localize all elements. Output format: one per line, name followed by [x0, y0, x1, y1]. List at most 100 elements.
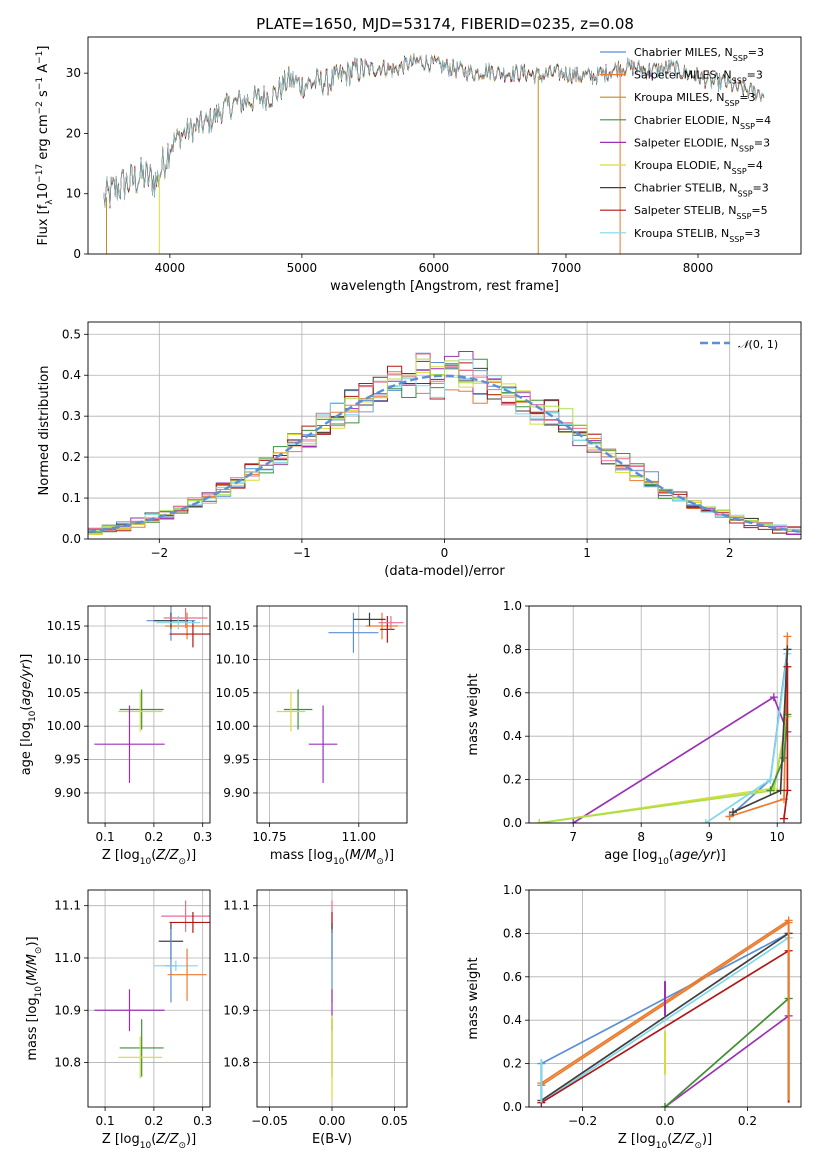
y-tick-label: 10.8: [54, 1056, 81, 1070]
axes-frame: [256, 889, 408, 1108]
label-part: −1: [35, 51, 45, 64]
label-part: 10: [140, 857, 152, 867]
panel-mass-vs-z: 0.1 0.2 0.310.810.911.011.1Z [log10(Z/Z⊙)]…: [25, 889, 212, 1151]
y-tick-label: 9.95: [54, 753, 81, 767]
x-tick-label: 0.2: [144, 1114, 163, 1128]
y-tick-label: 10.10: [216, 652, 250, 666]
y-tick-label: 11.1: [223, 899, 250, 913]
axes-frame: [87, 36, 802, 255]
label-part: (: [669, 848, 674, 863]
label-part: Z/Z: [155, 848, 179, 863]
y-axis-label: age [log10(age/yr)]: [19, 654, 38, 776]
axes-frame: [528, 605, 802, 824]
axes-frame: [87, 321, 802, 540]
label-part: Chabrier ELODIE, N: [634, 114, 740, 127]
axes-frame: [528, 889, 802, 1108]
label-part: =3: [753, 182, 769, 195]
label-part: =3: [754, 136, 770, 149]
label-part: Salpeter MILES, N: [634, 69, 732, 82]
label-part: Z/Z: [671, 1132, 695, 1147]
label-part: Salpeter ELODIE, N: [634, 136, 739, 149]
y-tick-label: 11.0: [223, 951, 250, 965]
panel-mass-weight-vs-z: −0.2 0.0 0.2 0.0 0.2 0.4 0.6 0.8 1.0 Z [log10(Z/Z…: [466, 883, 802, 1151]
label-part: SSP: [738, 189, 753, 198]
y-tick-label: 9.90: [223, 786, 250, 800]
label-part: )]: [25, 936, 40, 946]
label-part: Kroupa MILES, N: [634, 91, 724, 104]
y-tick-label: 0.8: [503, 926, 522, 940]
plot-area: [276, 612, 404, 783]
gaussian-curve: [88, 374, 801, 533]
y-tick-label: 11.0: [54, 951, 81, 965]
y-tick-label: 0.2: [503, 1057, 522, 1071]
label-part: age [log: [604, 848, 657, 863]
y-tick-label: 0.0: [503, 816, 522, 830]
x-tick-label: 2: [726, 546, 734, 560]
y-axis-label: Normed distribution: [37, 366, 52, 496]
x-tick-label: 0.05: [381, 1114, 408, 1128]
x-tick-label: 0.1: [96, 1114, 115, 1128]
x-tick-label: 0.00: [319, 1114, 346, 1128]
series-line: [540, 936, 790, 1104]
label-part: )]: [186, 848, 196, 863]
label-part: =4: [755, 114, 771, 127]
x-axis-label: Z [log10(Z/Z⊙)]: [102, 848, 196, 867]
series-line: [539, 716, 789, 823]
series-line: [664, 1015, 790, 1107]
label-part: age/yr: [19, 662, 34, 705]
x-tick-label: 0.0: [655, 1114, 674, 1128]
label-part: −2: [35, 101, 45, 114]
y-tick-label: 9.90: [54, 786, 81, 800]
y-tick-label: 0.6: [503, 686, 522, 700]
plot-area: [535, 632, 792, 823]
x-tick-label: 0.1: [96, 830, 115, 844]
label-part: )]: [19, 654, 34, 664]
label-part: mass [log: [270, 848, 333, 863]
label-part: =3: [747, 69, 763, 82]
legend-label: Salpeter ELODIE, NSSP=3: [634, 136, 770, 153]
axes-frame: [87, 605, 211, 824]
label-part: (: [151, 1132, 156, 1147]
y-tick-label: 10.00: [216, 719, 250, 733]
axes-frame: [256, 605, 408, 824]
figure-title: PLATE=1650, MJD=53174, FIBERID=0235, z=0…: [256, 15, 634, 33]
label-part: −1: [35, 77, 45, 90]
label-part: 10: [140, 1141, 152, 1151]
label-part: Z [log: [102, 1132, 140, 1147]
panel-mass-vs-ebv: −0.05 0.00 0.05 10.8 10.9 11.0 11.1 E(B-V): [223, 889, 408, 1147]
y-tick-label: 10.05: [216, 686, 250, 700]
label-part: SSP: [729, 234, 744, 243]
panel-residuals: −2 −1 0 1 2 0.0 0.1 0.2 0.3 0.4 0.5 (data-model)/er…: [37, 321, 802, 579]
label-part: (: [25, 981, 40, 986]
label-part: λ: [45, 199, 55, 205]
panel-age-vs-z: 0.1 0.2 0.3 9.90 9.95 10.00 10.05 10.10 10.15 Z […: [19, 605, 212, 867]
x-axis-label: wavelength [Angstrom, rest frame]: [330, 279, 559, 294]
label-part: age [log: [19, 722, 34, 775]
label-part: )]: [702, 1132, 712, 1147]
x-axis-label: mass [log10(M/M⊙)]: [270, 848, 394, 867]
label-part: SSP: [733, 54, 748, 63]
axes-frame: [87, 889, 211, 1108]
y-axis-label: mass weight: [466, 673, 481, 755]
y-tick-label: 10.05: [47, 686, 81, 700]
label-part: (: [19, 706, 34, 711]
y-tick-label: 0: [73, 247, 81, 261]
x-tick-label: 0.2: [738, 1114, 757, 1128]
label-part: 10: [333, 857, 345, 867]
label-part: SSP: [732, 76, 747, 85]
y-tick-label: 0.6: [503, 970, 522, 984]
y-tick-label: 0.4: [62, 368, 81, 382]
legend-label: Kroupa ELODIE, NSSP=4: [634, 159, 763, 176]
label-part: Chabrier STELIB, N: [634, 182, 738, 195]
y-tick-label: 0.2: [503, 773, 522, 787]
y-tick-label: 10: [66, 187, 81, 201]
y-tick-label: 0.8: [503, 642, 522, 656]
x-tick-label: 9: [705, 830, 713, 844]
y-tick-label: 0.2: [62, 450, 81, 464]
legend-label: Kroupa STELIB, NSSP=3: [634, 227, 760, 244]
x-tick-label: 8: [637, 830, 645, 844]
label-part: 10: [36, 183, 51, 200]
legend-label: Salpeter STELIB, NSSP=5: [634, 204, 768, 221]
y-tick-label: 10.15: [47, 619, 81, 633]
